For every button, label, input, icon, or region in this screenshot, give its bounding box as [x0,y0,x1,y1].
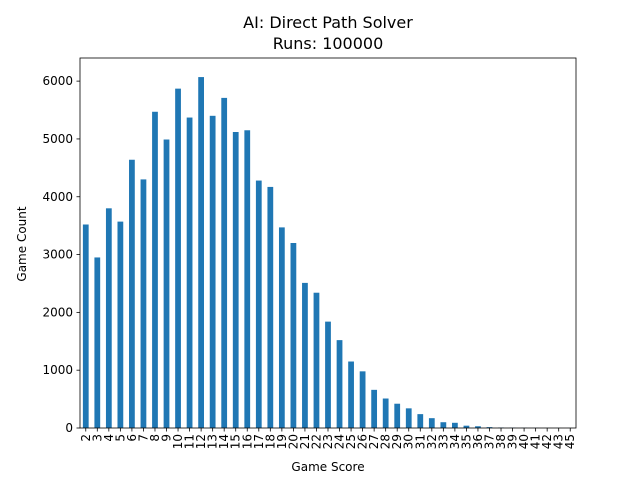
x-tick-label: 42 [540,434,554,449]
x-tick-label: 29 [390,434,404,449]
x-tick-label: 5 [113,434,127,442]
x-tick-label: 10 [171,434,185,449]
x-tick-label: 24 [333,434,347,449]
x-tick-label: 37 [482,434,496,449]
bar-8 [152,111,158,428]
x-tick-label: 15 [229,434,243,449]
y-tick-label: 0 [65,421,73,435]
x-tick-label: 27 [367,434,381,449]
x-tick-label: 6 [125,434,139,442]
bar-24 [336,340,343,428]
x-tick-label: 33 [436,434,450,449]
x-tick-label: 32 [425,434,439,449]
x-axis: 2345678910111213141516171819202122232425… [79,428,577,449]
x-tick-label: 20 [286,434,300,449]
y-tick-label: 2000 [42,305,73,319]
bar-18 [267,186,274,428]
x-tick-label: 19 [275,434,289,449]
x-tick-label: 11 [183,434,197,449]
chart-subtitle: Runs: 100000 [273,34,384,53]
bar-26 [359,371,366,428]
bar-4 [105,208,112,428]
x-tick-label: 36 [471,434,485,449]
bar-30 [405,408,412,428]
bar-25 [348,361,354,428]
x-tick-label: 40 [517,434,531,449]
x-tick-label: 9 [160,434,174,442]
bar-35 [463,425,470,428]
y-tick-label: 6000 [42,74,73,88]
y-tick-label: 4000 [42,190,73,204]
bar-22 [313,292,320,428]
x-tick-label: 7 [136,434,150,442]
x-tick-label: 21 [298,434,312,449]
x-tick-label: 14 [217,434,231,449]
bar-7 [140,179,147,428]
bar-21 [302,282,308,428]
bar-12 [198,77,204,428]
y-tick-label: 5000 [42,132,73,146]
bar-11 [186,117,193,428]
x-tick-label: 30 [402,434,416,449]
bar-5 [117,221,124,428]
x-tick-label: 39 [506,434,520,449]
x-tick-label: 35 [459,434,473,449]
x-tick-label: 16 [240,434,254,449]
x-tick-label: 23 [321,434,335,449]
bars-group [82,77,574,428]
x-tick-label: 38 [494,434,508,449]
x-tick-label: 12 [194,434,208,449]
plot-frame [79,57,577,429]
chart-title: AI: Direct Path Solver [243,13,413,32]
x-tick-label: 3 [90,434,104,442]
x-axis-label: Game Score [291,460,364,474]
bar-9 [163,139,170,428]
x-tick-label: 41 [529,434,543,449]
bar-29 [394,403,401,428]
x-tick-label: 31 [413,434,427,449]
x-tick-label: 34 [448,434,462,449]
bar-28 [382,398,389,428]
x-tick-label: 25 [344,434,358,449]
y-axis-label: Game Count [15,206,29,281]
bar-14 [221,97,228,428]
bar-16 [244,130,251,428]
x-tick-label: 28 [379,434,393,449]
x-tick-label: 13 [206,434,220,449]
bar-31 [417,414,424,428]
bar-36 [475,426,481,428]
y-tick-label: 1000 [42,363,73,377]
bar-19 [278,227,285,428]
bar-34 [452,422,458,428]
bar-10 [175,88,181,428]
bar-6 [129,159,135,428]
x-tick-label: 17 [252,434,266,449]
x-tick-label: 45 [563,434,577,449]
bar-23 [325,321,331,428]
x-tick-label: 8 [148,434,162,442]
bar-20 [290,243,297,428]
bar-37 [486,427,493,428]
y-axis: 0 1000 2000 3000 4000 5000 6000 [42,74,80,435]
bar-3 [94,257,101,428]
bar-13 [209,115,216,428]
bar-17 [255,180,262,428]
x-tick-label: 43 [552,434,566,449]
x-tick-label: 2 [79,434,93,442]
x-tick-label: 18 [263,434,277,449]
x-tick-label: 4 [102,434,116,442]
bar-32 [428,418,435,428]
x-tick-label: 26 [356,434,370,449]
y-tick-label: 3000 [42,248,73,262]
bar-15 [232,132,239,428]
x-tick-label: 22 [309,434,323,449]
bar-27 [371,389,378,428]
bar-33 [440,422,447,428]
bar-2 [82,224,89,428]
